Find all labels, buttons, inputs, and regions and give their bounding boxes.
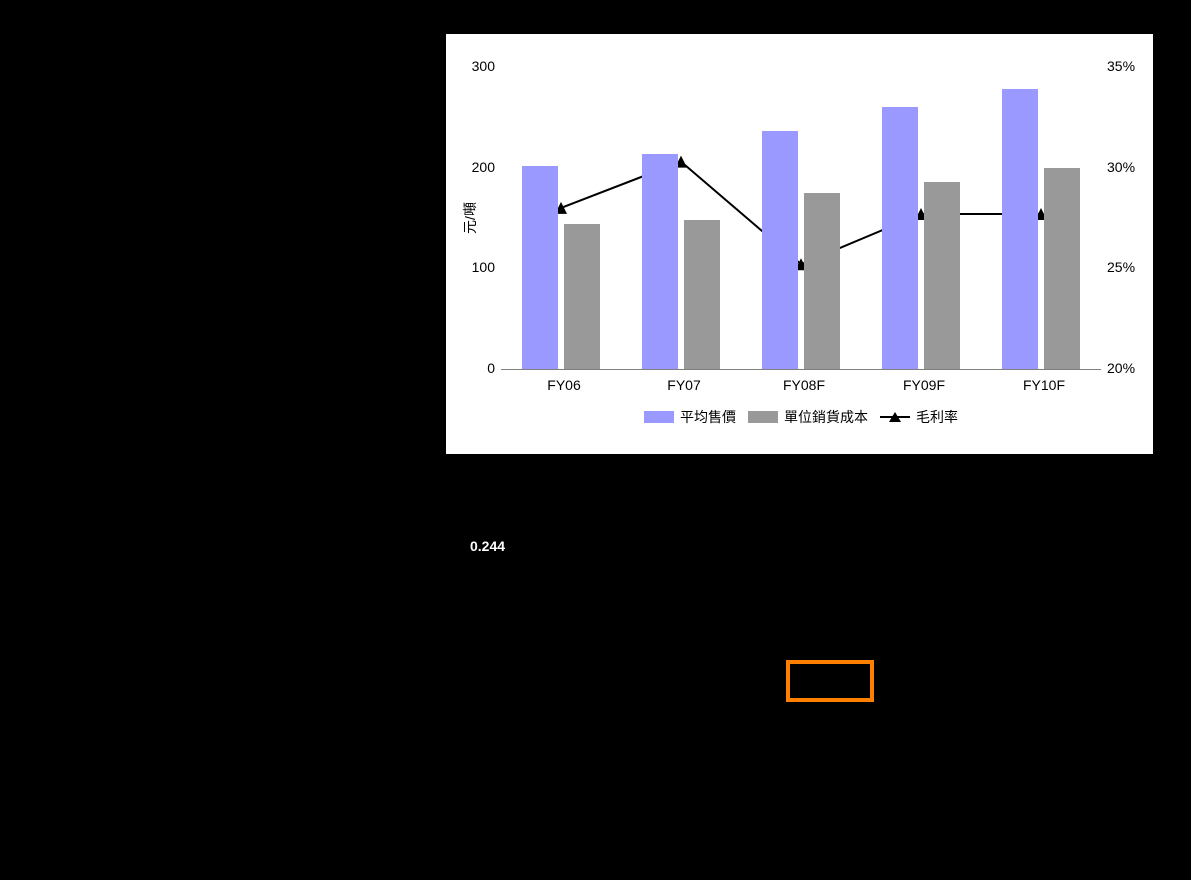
bar-unit-cost (924, 182, 960, 369)
x-tick-label: FY06 (536, 377, 592, 393)
y-left-tick: 100 (472, 259, 495, 275)
legend-swatch (644, 411, 674, 423)
y-right-tick: 20% (1107, 360, 1135, 376)
floating-value-text: 0.244 (470, 538, 505, 554)
y-right-tick: 30% (1107, 159, 1135, 175)
bar-unit-cost (1044, 168, 1080, 369)
chart-panel: 元/噸 平均售價 單位銷貨成本 毛利率 0 100 200 300 20% 25% 30% 35%… (446, 34, 1153, 454)
highlight-box (786, 660, 874, 702)
bar-avg-price (762, 131, 798, 369)
bar-avg-price (642, 154, 678, 369)
bar-unit-cost (684, 220, 720, 369)
x-tick-label: FY10F (1016, 377, 1072, 393)
bar-avg-price (1002, 89, 1038, 369)
legend: 平均售價 單位銷貨成本 毛利率 (501, 407, 1101, 427)
y-right-tick: 35% (1107, 58, 1135, 74)
legend-item: 單位銷貨成本 (748, 407, 868, 427)
bar-avg-price (882, 107, 918, 369)
legend-label: 平均售價 (680, 407, 736, 427)
bar-unit-cost (804, 193, 840, 369)
bar-unit-cost (564, 224, 600, 369)
bar-avg-price (522, 166, 558, 369)
legend-label: 單位銷貨成本 (784, 407, 868, 427)
legend-line-icon (880, 416, 910, 418)
y-left-tick: 0 (487, 360, 495, 376)
y-right-tick: 25% (1107, 259, 1135, 275)
x-tick-label: FY07 (656, 377, 712, 393)
x-tick-label: FY08F (776, 377, 832, 393)
plot-area (501, 67, 1101, 369)
legend-label: 毛利率 (916, 407, 958, 427)
y-left-tick: 200 (472, 159, 495, 175)
x-tick-label: FY09F (896, 377, 952, 393)
legend-swatch (748, 411, 778, 423)
y-left-tick: 300 (472, 58, 495, 74)
legend-item: 平均售價 (644, 407, 736, 427)
y-axis-label: 元/噸 (460, 202, 480, 234)
x-axis-line (501, 369, 1101, 370)
legend-item: 毛利率 (880, 407, 958, 427)
